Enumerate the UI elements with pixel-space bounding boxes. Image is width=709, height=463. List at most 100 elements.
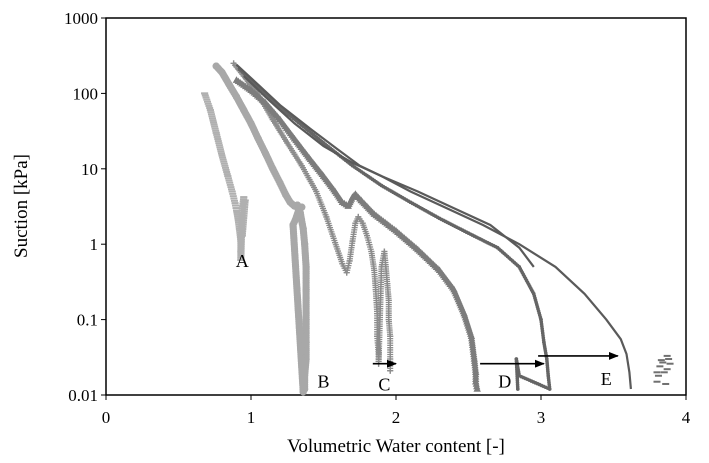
y-tick-label: 0.01: [68, 386, 98, 405]
band-mark: [387, 367, 394, 374]
band-mark: [207, 113, 215, 116]
data-point: [656, 365, 664, 368]
band-mark: [224, 177, 232, 180]
data-point: [665, 358, 673, 361]
band-mark: [239, 221, 247, 224]
band-mark: [210, 121, 218, 124]
band-mark: [201, 92, 209, 95]
band-mark: [204, 102, 212, 105]
band-mark: [230, 199, 238, 202]
band-mark: [212, 129, 220, 132]
series-a: [201, 92, 249, 261]
band-mark: [237, 254, 245, 257]
band-mark: [232, 207, 240, 210]
band-mark: [228, 190, 236, 193]
band-mark: [516, 387, 520, 391]
band-mark: [219, 156, 227, 159]
curve-label-a: A: [236, 251, 249, 271]
band-mark: [238, 232, 246, 235]
data-point: [659, 361, 667, 364]
band-mark: [240, 212, 248, 215]
data-point: [666, 362, 674, 365]
band-mark: [233, 209, 240, 212]
band-mark: [217, 152, 225, 155]
band-mark: [231, 202, 239, 205]
band-mark: [240, 214, 248, 217]
band-mark: [211, 125, 219, 128]
band-mark: [234, 217, 242, 220]
band-mark: [237, 244, 245, 247]
band-mark: [213, 135, 221, 138]
data-point: [653, 371, 661, 374]
band-mark: [237, 236, 245, 239]
band-mark: [213, 133, 221, 136]
band-mark: [239, 205, 247, 208]
band-mark: [214, 138, 222, 141]
band-mark: [241, 199, 249, 202]
data-point: [663, 368, 671, 371]
band-mark: [203, 98, 211, 101]
band-mark: [215, 142, 223, 145]
series-layer: [201, 60, 674, 396]
band-mark: [215, 144, 223, 147]
band-mark: [208, 115, 216, 118]
data-point: [653, 380, 661, 383]
band-mark: [206, 107, 214, 110]
series-line: [243, 75, 535, 268]
band-mark: [217, 150, 225, 153]
band-mark: [201, 94, 209, 97]
band-mark: [237, 245, 245, 248]
data-point: [660, 371, 668, 374]
series-curve-7: [653, 354, 674, 385]
y-tick-label: 100: [73, 84, 99, 103]
band-mark: [219, 158, 227, 161]
annotation-layer: A B C D E: [236, 251, 619, 394]
band-mark: [226, 181, 234, 184]
band-mark: [230, 197, 238, 200]
curve-label-b: B: [317, 372, 329, 392]
band-mark: [216, 148, 224, 151]
y-tick-label: 1000: [64, 9, 98, 28]
band-mark: [233, 211, 241, 214]
band-mark: [298, 203, 306, 211]
band-mark: [205, 104, 213, 107]
band-mark: [221, 164, 229, 167]
data-point: [662, 382, 670, 385]
band-mark: [239, 230, 247, 233]
curve-label-d: D: [498, 372, 511, 392]
band-mark: [233, 213, 241, 216]
band-mark: [240, 219, 248, 222]
band-mark: [234, 219, 242, 222]
x-tick-label: 1: [247, 408, 256, 427]
band-mark: [234, 215, 242, 218]
band-mark: [224, 175, 232, 178]
band-mark: [212, 131, 220, 134]
band-mark: [240, 210, 248, 213]
band-mark: [237, 238, 245, 241]
band-mark: [239, 228, 247, 231]
band-mark: [237, 252, 245, 255]
y-tick-label: 1: [90, 235, 99, 254]
band-mark: [225, 179, 233, 182]
band-mark: [220, 160, 228, 163]
band-mark: [239, 225, 247, 228]
y-tick-label: 0.1: [77, 311, 98, 330]
data-point: [657, 359, 665, 362]
band-mark: [229, 195, 237, 198]
curve-label-c: C: [378, 374, 390, 394]
band-mark: [240, 196, 248, 199]
series-curve-5: [235, 63, 632, 390]
curve-label-e: E: [601, 369, 612, 389]
band-mark: [240, 217, 248, 220]
x-tick-label: 0: [102, 408, 111, 427]
band-mark: [226, 183, 234, 186]
band-mark: [220, 162, 228, 165]
band-mark: [214, 140, 222, 143]
band-mark: [241, 201, 249, 204]
band-mark: [237, 240, 245, 243]
band-mark: [211, 127, 219, 130]
data-point: [663, 354, 671, 357]
band-mark: [240, 208, 248, 211]
band-mark: [241, 206, 249, 209]
